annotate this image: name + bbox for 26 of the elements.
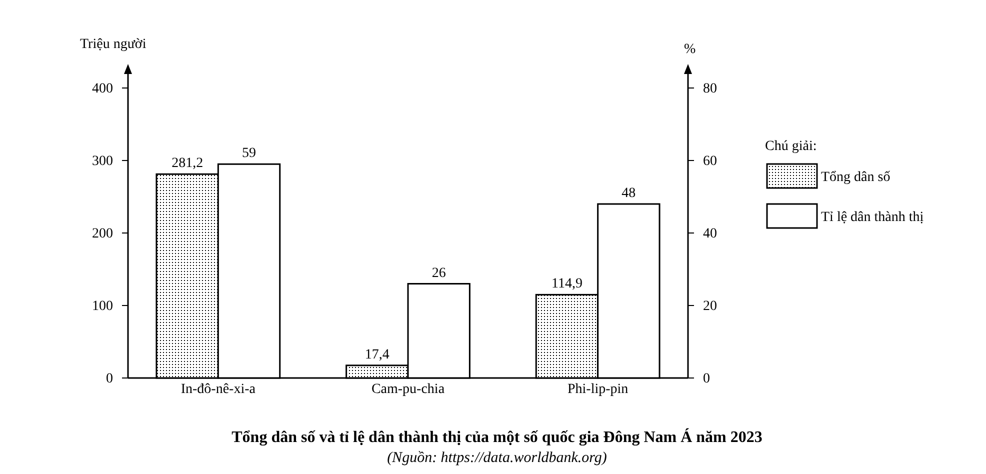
x-tick-label: Cam-pu-chia (371, 382, 446, 397)
x-tick-label: Phi-lip-pin (567, 382, 628, 397)
data-label: 281,2 (172, 156, 204, 172)
data-label: 17,4 (364, 347, 390, 362)
y-tick-label: 300 (92, 154, 113, 169)
data-label: 59 (242, 146, 256, 162)
legend-label: Tỉ lệ dân thành thị (821, 210, 924, 225)
legend-title: Chú giải: (765, 139, 817, 154)
y-tick-label: 200 (92, 226, 113, 242)
y2-tick-label: 80 (703, 81, 717, 96)
text: (Nguồn: https://data.worldbank.org) (387, 450, 607, 466)
x-tick-label: In-đô-nê-xi-a (180, 382, 256, 397)
y-axis-title: Triệu người (80, 37, 146, 52)
y-tick-label: 100 (92, 298, 113, 314)
y2-tick-label: 0 (703, 371, 710, 386)
y2-tick-label: 40 (703, 226, 717, 242)
data-label: 48 (622, 186, 636, 201)
y-tick-label: 0 (106, 371, 113, 386)
y2-tick-label: 60 (703, 154, 717, 169)
data-label: 114,9 (551, 276, 582, 292)
y2-axis-title: % (684, 42, 696, 57)
y2-tick-label: 20 (703, 298, 717, 314)
text: Tổng dân số và tỉ lệ dân thành thị của một số quốc gia Đông Nam Á năm 2023 (232, 428, 762, 446)
data-label: 26 (432, 266, 446, 281)
y-tick-label: 400 (92, 81, 113, 96)
legend-label: Tổng dân số (821, 170, 890, 185)
